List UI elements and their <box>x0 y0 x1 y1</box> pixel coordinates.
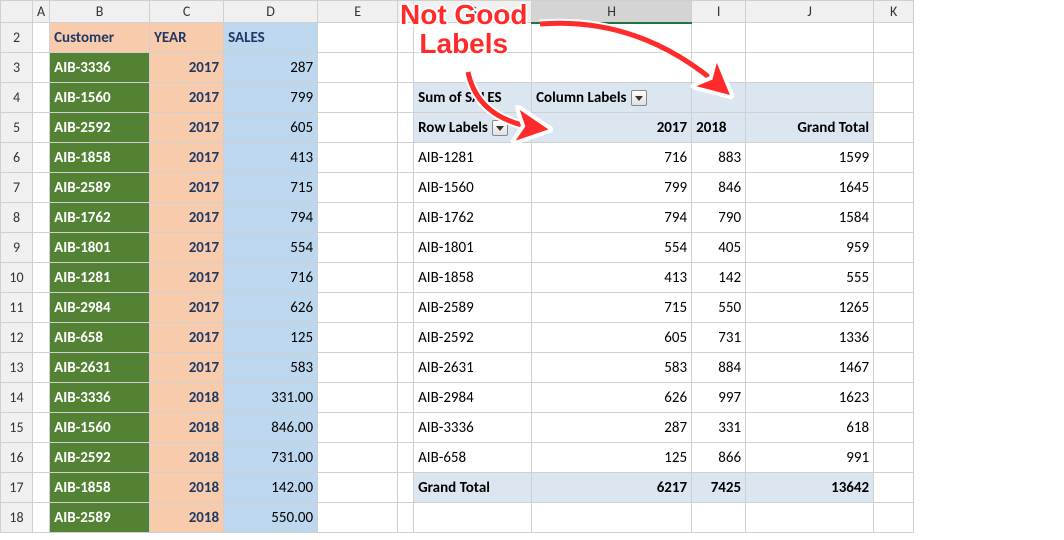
annotation-arrows <box>0 0 1064 540</box>
